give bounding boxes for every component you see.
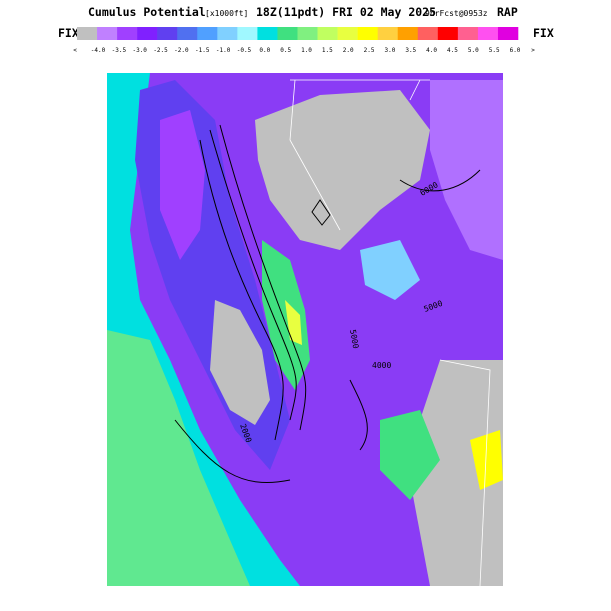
- scale-label: 6.0: [510, 47, 521, 54]
- scale-label: 5.0: [468, 47, 479, 54]
- scale-label: 4.5: [447, 47, 458, 54]
- fix-right: FIX: [533, 26, 554, 40]
- valid-time: 18Z(11pdt) FRI 02 May 2025: [256, 5, 436, 19]
- scale-label: 0.5: [280, 47, 291, 54]
- contour-label: 4000: [372, 361, 391, 370]
- forecast: 9hrFcst@0953z: [425, 9, 488, 18]
- model: RAP: [497, 5, 518, 19]
- color-swatch: [397, 27, 419, 40]
- contour: [399, 169, 481, 192]
- sierra-green: [262, 240, 310, 390]
- scale-label: -1.5: [195, 47, 210, 54]
- scale-label: -2.5: [153, 47, 168, 54]
- color-swatch: [477, 27, 499, 40]
- colorbar: < > -4.0 -3.5 -3.0 -2.5 -2.0 -1.5 -1.0 -0.5 0.0 0.5…: [73, 27, 535, 54]
- contour: [209, 129, 297, 421]
- state-borders: [289, 79, 491, 587]
- east-yellow: [470, 430, 503, 490]
- color-swatch: [177, 27, 198, 40]
- ocean-green: [107, 330, 250, 586]
- color-swatch: [237, 27, 258, 40]
- se-gray: [410, 360, 503, 586]
- color-swatch: [137, 27, 158, 40]
- color-swatch: [97, 27, 118, 40]
- scale-label: 4.0: [426, 47, 437, 54]
- color-swatch: [297, 27, 318, 40]
- scale-label: 2.5: [364, 47, 375, 54]
- valley-gray: [210, 300, 270, 425]
- color-swatch: [197, 27, 218, 40]
- scale-label: 2.0: [343, 47, 354, 54]
- units: [x1000ft]: [205, 9, 248, 18]
- contour-label: 5000: [348, 329, 360, 350]
- east-green: [380, 410, 440, 500]
- color-swatch: [337, 27, 358, 40]
- color-swatch: [437, 27, 459, 40]
- color-swatch: [77, 27, 98, 40]
- color-swatch: [457, 27, 479, 40]
- color-swatch: [497, 27, 519, 40]
- contour: [349, 379, 368, 451]
- nevada-gray: [255, 90, 430, 250]
- color-swatch: [157, 27, 178, 40]
- contour: [174, 419, 291, 483]
- fix-left: FIX: [58, 26, 79, 40]
- scale-label: -1.0: [216, 47, 231, 54]
- purple-band: [160, 110, 205, 260]
- contour: [219, 124, 307, 431]
- contour: [199, 139, 284, 441]
- basin-cyan: [360, 240, 420, 300]
- color-swatch: [417, 27, 439, 40]
- scale-label: 1.0: [301, 47, 312, 54]
- scale-label: 1.5: [322, 47, 333, 54]
- above-label: >: [531, 47, 535, 54]
- scale-label: -2.0: [174, 47, 189, 54]
- scale-label: -3.5: [112, 47, 127, 54]
- title: Cumulus Potential [x1000ft] 18Z(11pdt) F…: [88, 5, 518, 19]
- color-swatch: [217, 27, 238, 40]
- scale-label: 5.5: [489, 47, 500, 54]
- title-text: Cumulus Potential: [88, 5, 206, 19]
- below-label: <: [73, 47, 77, 54]
- scale-label: 3.5: [405, 47, 416, 54]
- scale-label: -4.0: [91, 47, 106, 54]
- color-swatch: [257, 27, 278, 40]
- scale-label: 0.0: [259, 47, 270, 54]
- color-swatch: [317, 27, 338, 40]
- color-swatch: [117, 27, 138, 40]
- color-swatch: [277, 27, 298, 40]
- scale-label: -3.0: [132, 47, 147, 54]
- color-swatch: [377, 27, 399, 40]
- ne-purple: [430, 80, 503, 260]
- scale-label: -0.5: [237, 47, 252, 54]
- scale-label: 3.0: [384, 47, 395, 54]
- color-swatch: [357, 27, 378, 40]
- contour: [311, 199, 331, 226]
- map: [107, 73, 503, 587]
